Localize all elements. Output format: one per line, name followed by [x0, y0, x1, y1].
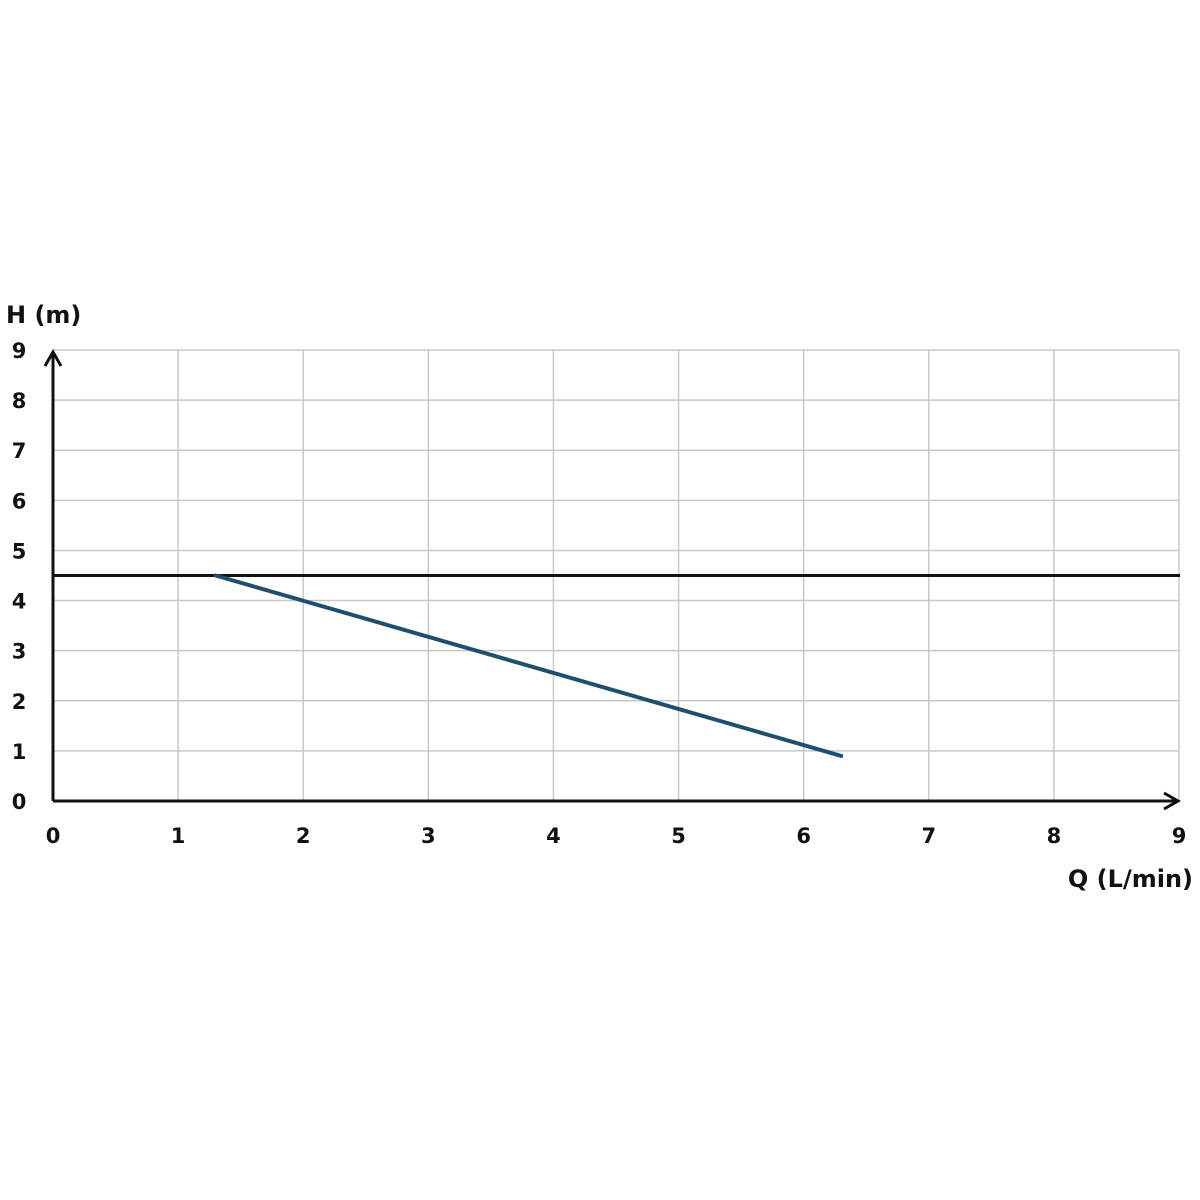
x-tick-label: 0 [46, 824, 61, 848]
series-group [213, 573, 844, 758]
grid [53, 349, 1180, 801]
y-tick-label: 0 [12, 790, 27, 814]
x-axis-label: Q (L/min) [1068, 865, 1193, 893]
x-tick-label: 1 [171, 824, 186, 848]
x-axis-arrow [1163, 791, 1182, 811]
series-line [213, 573, 844, 758]
x-tick-label: 9 [1172, 824, 1187, 848]
x-tick-label: 6 [796, 824, 811, 848]
y-tick-label: 8 [12, 389, 27, 413]
y-axis-arrow [43, 348, 63, 367]
y-tick-label: 2 [12, 690, 27, 714]
y-tick-labels: 0 1 2 3 4 5 6 7 8 9 [12, 339, 27, 814]
x-tick-label: 7 [921, 824, 936, 848]
axes [43, 348, 1182, 811]
x-tick-label: 2 [296, 824, 311, 848]
y-axis-label: H (m) [6, 301, 81, 329]
x-tick-label: 3 [421, 824, 436, 848]
x-tick-label: 5 [671, 824, 686, 848]
x-tick-label: 4 [546, 824, 561, 848]
x-tick-label: 8 [1047, 824, 1062, 848]
y-tick-label: 7 [12, 439, 27, 463]
y-tick-label: 6 [12, 489, 27, 513]
y-tick-label: 5 [12, 539, 27, 563]
x-tick-labels: 0 1 2 3 4 5 6 7 8 9 [46, 824, 1187, 848]
y-tick-label: 4 [12, 590, 27, 614]
y-tick-label: 1 [12, 740, 27, 764]
y-tick-label: 9 [12, 339, 27, 363]
y-tick-label: 3 [12, 640, 27, 664]
